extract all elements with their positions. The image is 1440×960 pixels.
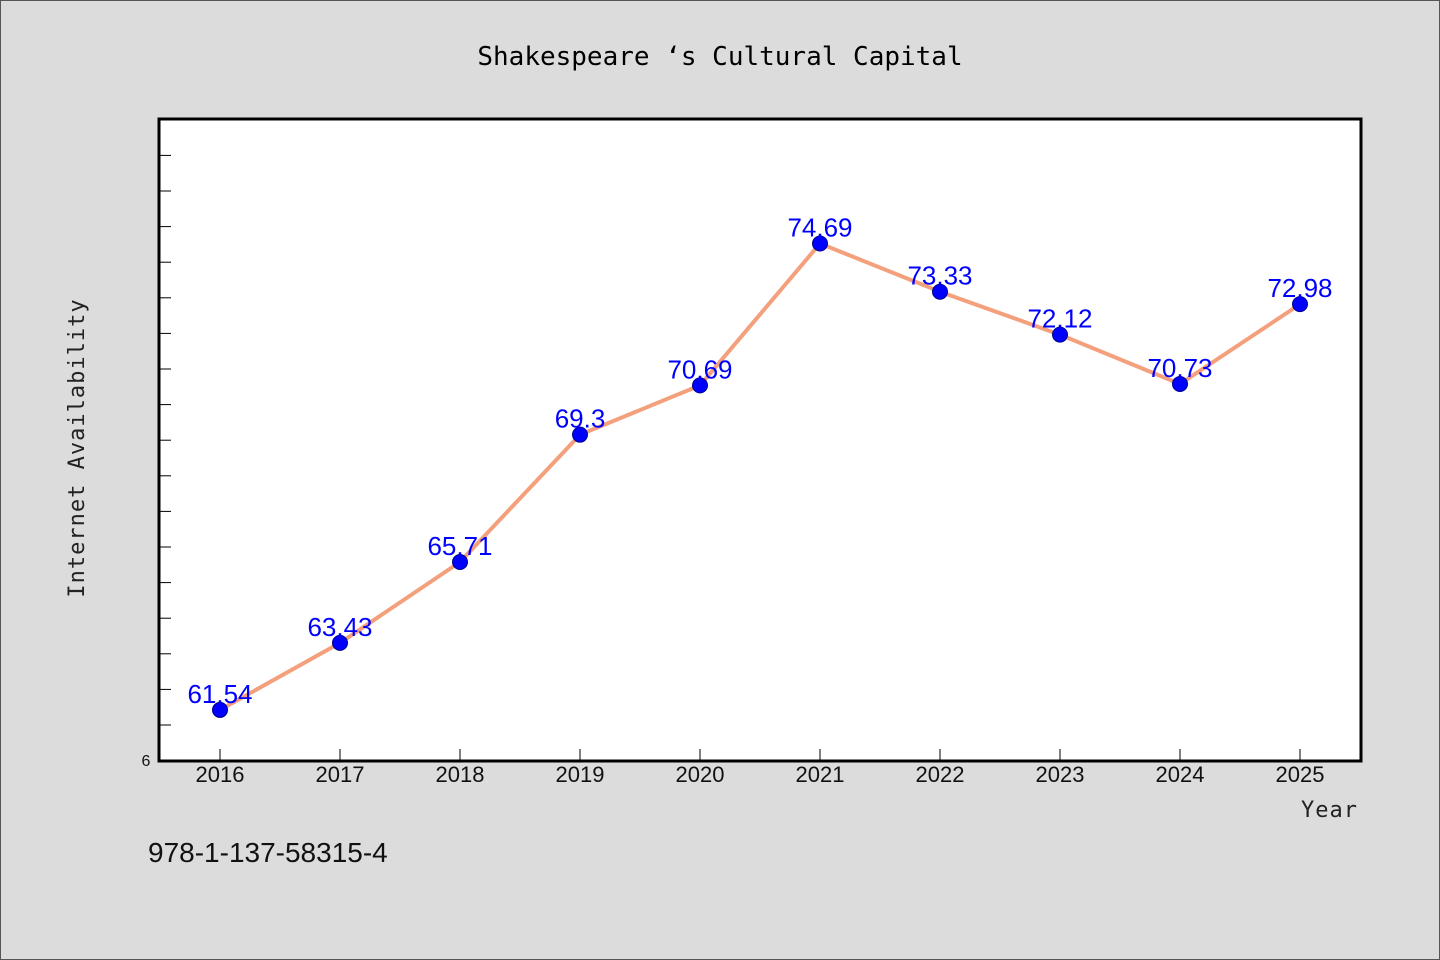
x-axis-ticks bbox=[219, 749, 1301, 761]
y-axis-ticks bbox=[159, 154, 171, 726]
plot-area bbox=[157, 117, 1363, 763]
x-tick-label: 2016 bbox=[196, 762, 245, 787]
data-point bbox=[332, 634, 348, 651]
x-tick-label: 2025 bbox=[1276, 762, 1325, 787]
data-label: 72.98 bbox=[1267, 273, 1332, 303]
data-label: 70.73 bbox=[1147, 353, 1212, 383]
x-tick-label: 2019 bbox=[556, 762, 605, 787]
data-label: 69.3 bbox=[555, 404, 606, 434]
data-label: 65.71 bbox=[427, 531, 492, 561]
x-tick-label: 2022 bbox=[916, 762, 965, 787]
data-label: 63.43 bbox=[307, 612, 372, 642]
chart-title: Shakespeare ‘s Cultural Capital bbox=[477, 42, 962, 72]
data-label: 74.69 bbox=[787, 212, 852, 242]
data-point bbox=[452, 554, 468, 571]
x-axis-label: Year bbox=[1301, 798, 1358, 823]
x-tick-label: 2017 bbox=[316, 762, 365, 787]
x-tick-label: 2020 bbox=[676, 762, 725, 787]
data-label: 73.33 bbox=[907, 261, 972, 291]
data-point bbox=[1172, 375, 1188, 392]
y-axis-label: Internet Availability bbox=[65, 298, 90, 597]
data-point bbox=[932, 283, 948, 300]
x-tick-label: 2021 bbox=[796, 762, 845, 787]
series-line bbox=[218, 241, 1302, 712]
data-point bbox=[812, 235, 828, 252]
isbn-footer: 978-1-137-58315-4 bbox=[148, 837, 388, 868]
x-tick-label: 2023 bbox=[1036, 762, 1085, 787]
data-label: 70.69 bbox=[667, 354, 732, 384]
x-tick-label: 2024 bbox=[1156, 762, 1205, 787]
data-label: 72.12 bbox=[1027, 304, 1092, 334]
data-point bbox=[692, 377, 708, 394]
data-label: 61.54 bbox=[187, 679, 252, 709]
data-labels: 61.54 63.43 65.71 69.3 70.69 74.69 73.33 72.12 7… bbox=[187, 212, 1332, 708]
x-tick-labels: 2016 2017 2018 2019 2020 2021 2022 2023 2024 2025 bbox=[196, 762, 1325, 787]
data-point bbox=[1292, 296, 1308, 313]
x-tick-label: 2018 bbox=[436, 762, 485, 787]
data-point bbox=[1052, 326, 1068, 343]
data-points bbox=[212, 235, 1308, 718]
data-point bbox=[572, 426, 588, 443]
data-point bbox=[212, 701, 228, 718]
y-tick-label: 6 bbox=[142, 753, 151, 770]
